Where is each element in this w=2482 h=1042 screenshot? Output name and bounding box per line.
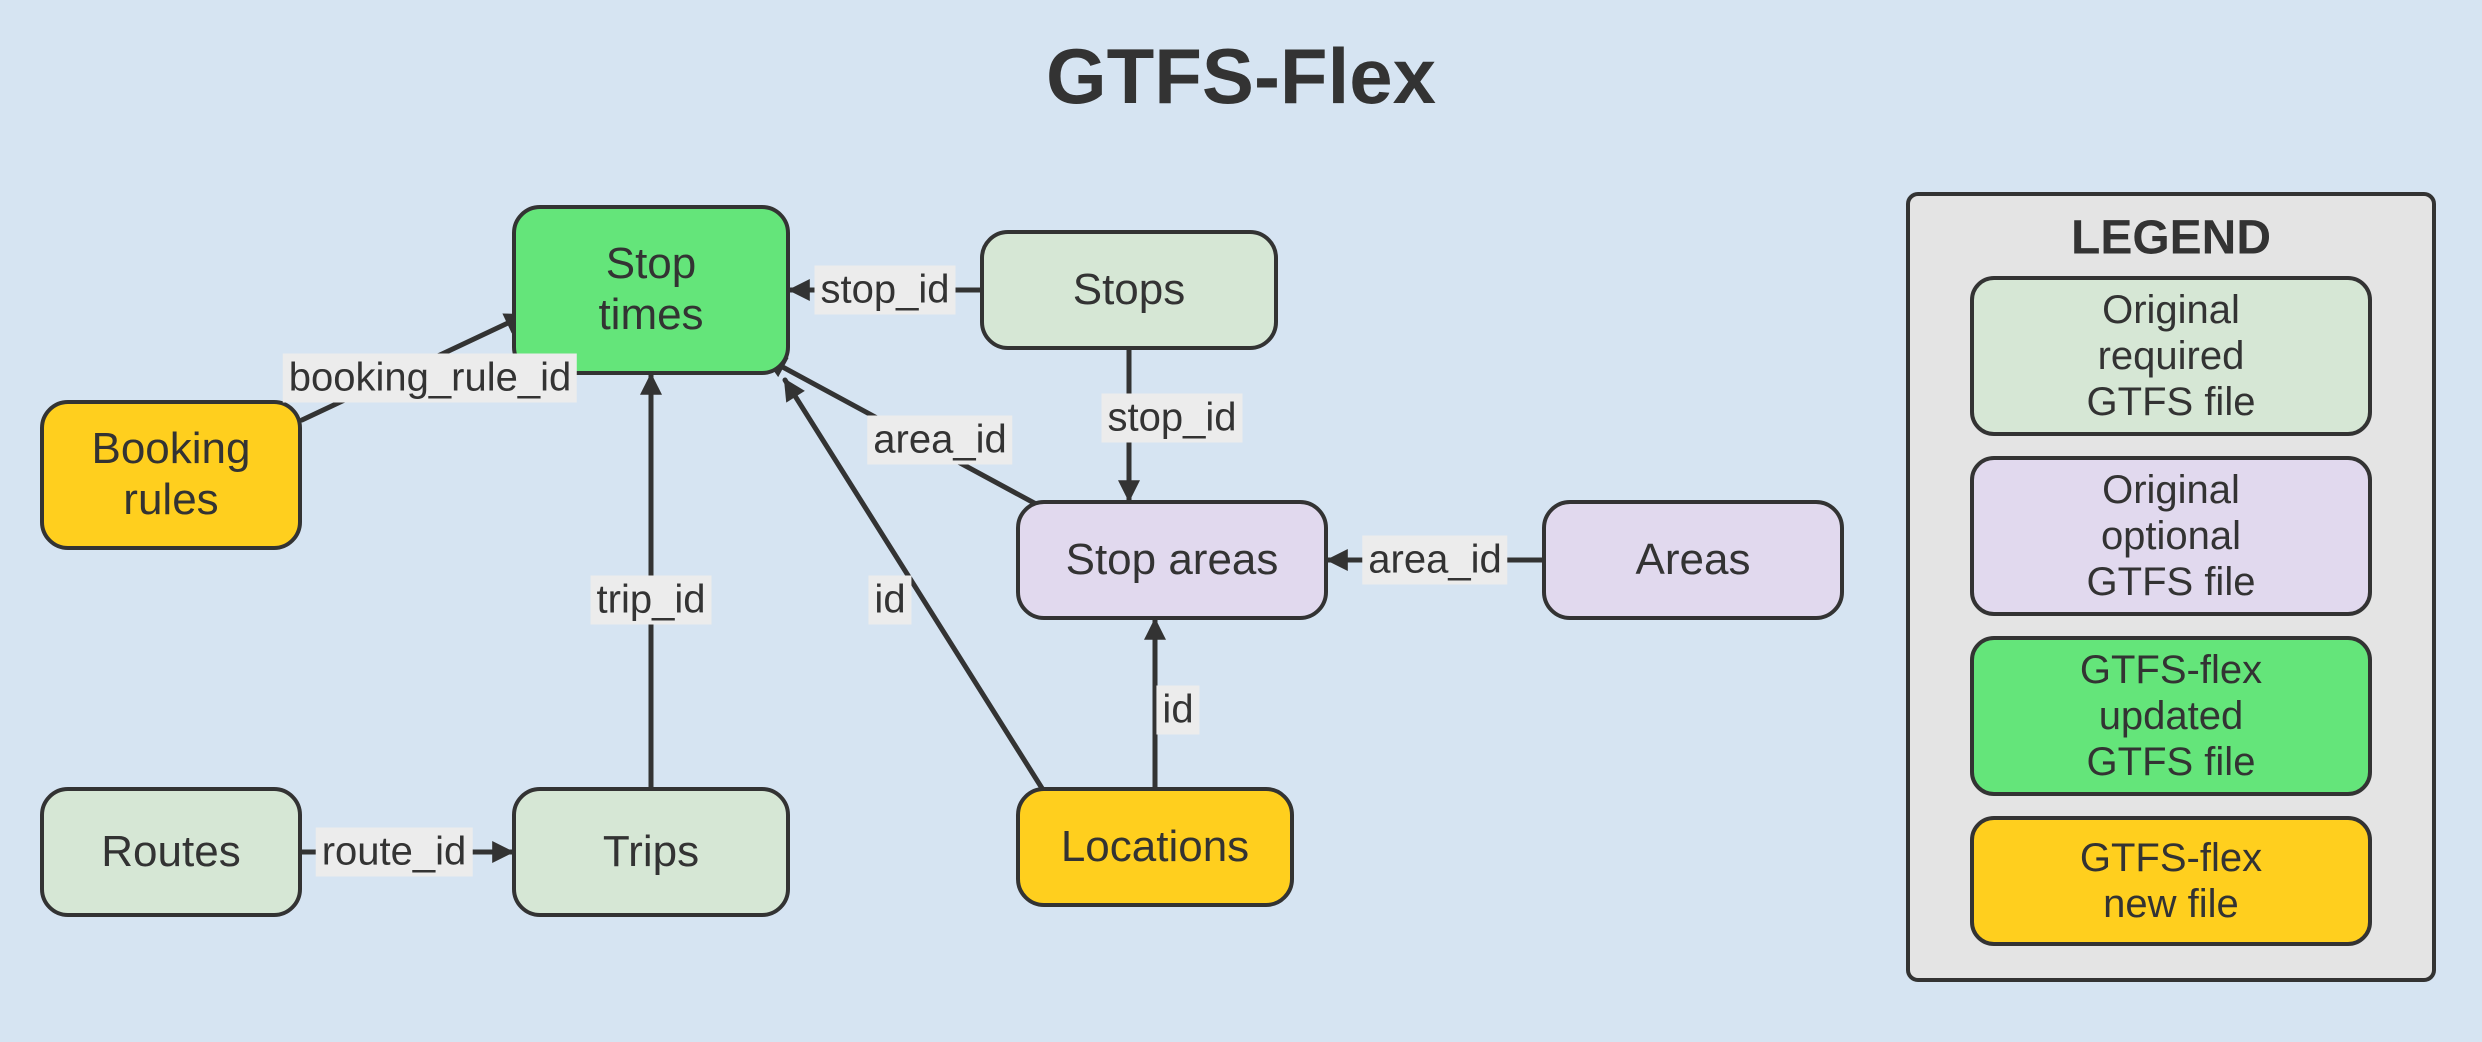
node-routes: Routes bbox=[40, 787, 302, 917]
edge-label-locations-to-stop_times: id bbox=[868, 576, 911, 625]
legend-item-optional: Original optional GTFS file bbox=[1970, 456, 2372, 616]
node-stops: Stops bbox=[980, 230, 1278, 350]
legend-item-updated: GTFS-flex updated GTFS file bbox=[1970, 636, 2372, 796]
legend-title: LEGEND bbox=[2071, 211, 2271, 266]
edge-label-trips-to-stop_times: trip_id bbox=[591, 576, 712, 625]
edge-label-areas-to-stop_areas: area_id bbox=[1362, 536, 1507, 585]
edge-label-booking_rules-to-stop_times: booking_rule_id bbox=[283, 354, 577, 403]
diagram-canvas: GTFS-Flex Stop times Stops Booking rules Sto… bbox=[0, 0, 2482, 1042]
edge-label-stops-to-stop_areas: stop_id bbox=[1102, 394, 1243, 443]
node-stop_times: Stop times bbox=[512, 205, 790, 375]
edge-label-stops-to-stop_times: stop_id bbox=[815, 266, 956, 315]
node-trips: Trips bbox=[512, 787, 790, 917]
legend-item-required: Original required GTFS file bbox=[1970, 276, 2372, 436]
node-areas: Areas bbox=[1542, 500, 1844, 620]
legend-item-newfile: GTFS-flex new file bbox=[1970, 816, 2372, 946]
edge-label-stop_areas-to-stop_times: area_id bbox=[867, 416, 1012, 465]
diagram-title: GTFS-Flex bbox=[0, 31, 2482, 122]
edge-label-routes-to-trips: route_id bbox=[316, 828, 473, 877]
node-stop_areas: Stop areas bbox=[1016, 500, 1328, 620]
node-booking_rules: Booking rules bbox=[40, 400, 302, 550]
edge-label-locations-to-stop_areas: id bbox=[1156, 686, 1199, 735]
node-locations: Locations bbox=[1016, 787, 1294, 907]
